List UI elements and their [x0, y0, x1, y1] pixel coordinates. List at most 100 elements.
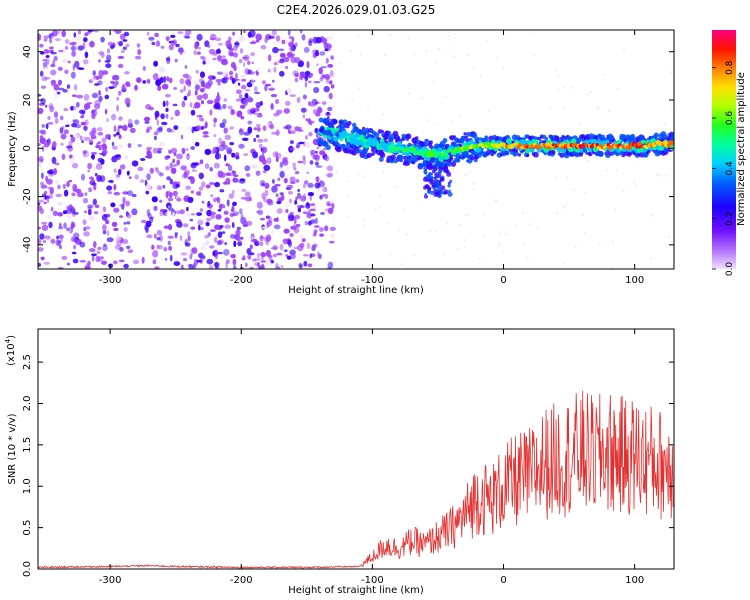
noise-speckle [318, 67, 323, 75]
noise-speckle [70, 236, 77, 242]
faint-dot [562, 107, 564, 110]
noise-speckle [72, 184, 78, 191]
y-tick-label: 40 [22, 45, 33, 58]
noise-speckle [176, 221, 183, 228]
faint-dot [435, 61, 438, 64]
noise-speckle [244, 165, 251, 172]
noise-speckle [124, 71, 130, 75]
noise-speckle [146, 78, 151, 84]
noise-speckle [77, 45, 84, 51]
noise-speckle [204, 163, 210, 169]
noise-speckle [268, 35, 275, 39]
noise-speckle [267, 54, 272, 62]
faint-dot [360, 53, 362, 56]
faint-dot [668, 236, 671, 238]
noise-speckle [101, 137, 107, 143]
noise-speckle [111, 221, 118, 227]
noise-speckle [262, 170, 267, 174]
noise-speckle [261, 158, 267, 165]
noise-speckle [137, 166, 144, 172]
noise-speckle [166, 76, 170, 82]
noise-speckle [261, 263, 265, 269]
faint-dot [564, 204, 567, 207]
noise-speckle [187, 231, 191, 237]
noise-speckle [71, 44, 75, 52]
signal-halo [453, 135, 456, 139]
noise-speckle [176, 197, 182, 202]
noise-speckle [221, 61, 228, 65]
noise-speckle [84, 226, 91, 230]
noise-speckle [249, 252, 255, 256]
noise-speckle [184, 155, 190, 160]
signal-plume [436, 191, 440, 195]
signal-halo [476, 152, 482, 158]
noise-speckle [266, 198, 273, 204]
noise-speckle [152, 147, 158, 154]
noise-speckle [313, 231, 317, 236]
noise-speckle [44, 76, 51, 80]
faint-dot [480, 74, 482, 77]
noise-speckle [176, 153, 183, 160]
noise-speckle [224, 217, 230, 223]
noise-speckle [95, 163, 103, 170]
noise-speckle [224, 224, 231, 230]
noise-speckle [52, 210, 59, 217]
noise-speckle [247, 126, 253, 134]
noise-speckle [172, 103, 178, 107]
noise-speckle [328, 92, 333, 100]
noise-speckle [202, 131, 209, 135]
noise-speckle [289, 176, 296, 183]
noise-speckle [204, 235, 209, 239]
noise-speckle [170, 40, 177, 46]
noise-speckle [52, 59, 55, 66]
signal-core [488, 145, 493, 149]
noise-speckle [111, 113, 117, 121]
noise-speckle [255, 170, 261, 176]
noise-speckle [38, 107, 44, 115]
noise-speckle [247, 96, 253, 101]
noise-speckle [48, 103, 54, 109]
noise-speckle [40, 181, 44, 186]
noise-speckle [120, 50, 125, 53]
signal-plume [439, 191, 443, 195]
noise-speckle [52, 141, 57, 149]
noise-speckle [87, 162, 92, 170]
signal-band [335, 127, 340, 132]
colorbar-tick-label: 0.0 [725, 262, 735, 277]
noise-speckle [229, 142, 235, 146]
x-tick-label: -200 [230, 575, 253, 586]
noise-speckle [166, 176, 172, 181]
noise-speckle [185, 148, 189, 151]
faint-dot [563, 262, 565, 265]
noise-speckle [57, 240, 62, 245]
noise-speckle [202, 135, 210, 138]
noise-speckle [198, 186, 204, 191]
signal-halo [505, 151, 510, 156]
noise-speckle [41, 240, 46, 247]
noise-speckle [59, 127, 64, 134]
faint-dot [473, 67, 476, 70]
noise-speckle [217, 209, 222, 212]
noise-speckle [72, 211, 79, 215]
faint-dot [347, 216, 350, 218]
noise-speckle [55, 30, 61, 34]
noise-speckle [324, 155, 330, 162]
noise-speckle [73, 32, 77, 38]
noise-speckle [232, 201, 237, 206]
noise-speckle [302, 155, 306, 161]
noise-speckle [75, 101, 80, 108]
noise-speckle [279, 161, 284, 169]
noise-speckle [241, 189, 247, 192]
noise-speckle [325, 43, 333, 49]
noise-speckle [123, 263, 129, 269]
noise-speckle [225, 40, 232, 48]
noise-speckle [196, 95, 203, 101]
noise-speckle [64, 46, 69, 50]
noise-speckle [273, 253, 277, 258]
noise-speckle [217, 81, 221, 86]
noise-speckle [198, 172, 204, 180]
signal-halo [399, 155, 403, 158]
signal-halo [551, 150, 556, 155]
noise-speckle [276, 252, 283, 256]
signal-core [560, 145, 565, 150]
